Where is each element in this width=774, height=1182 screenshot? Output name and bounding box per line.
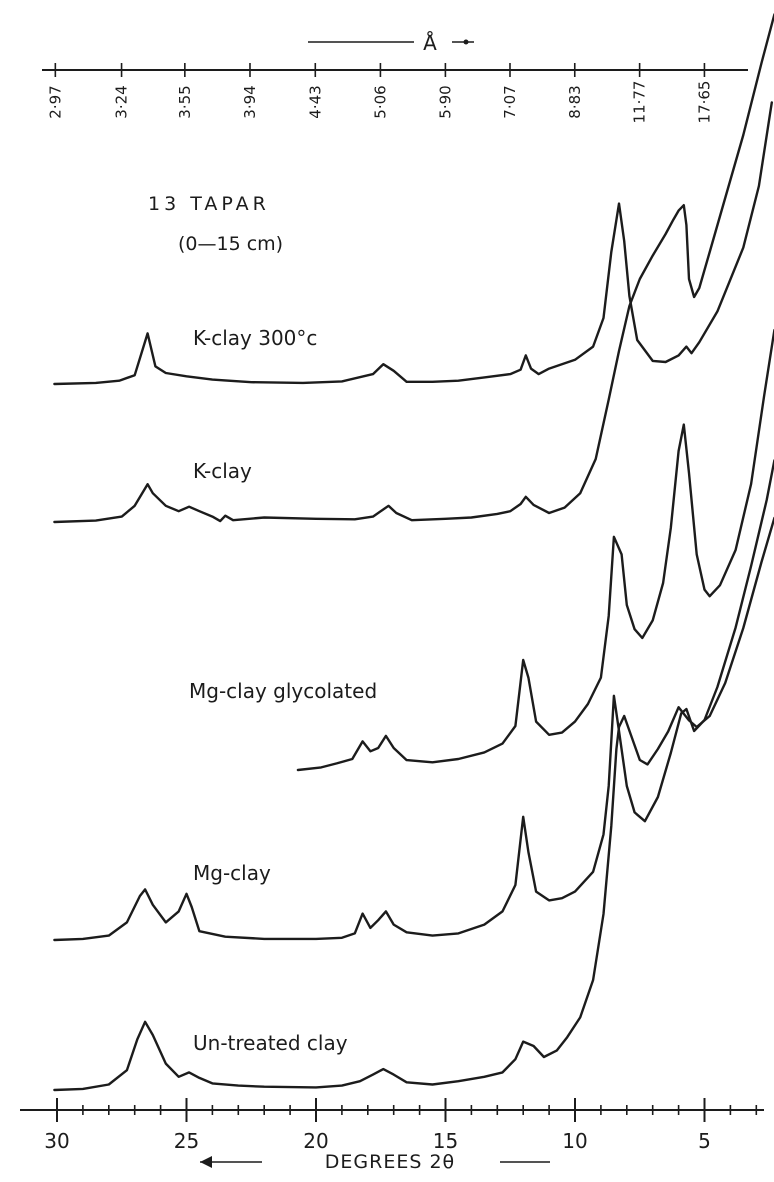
label-mg-clay: Mg-clay — [193, 861, 271, 885]
chart-subtitle: (0—15 cm) — [178, 233, 283, 255]
x-tick-label: 15 — [433, 1129, 458, 1153]
top-tick-label: 5·06 — [371, 85, 389, 118]
x-tick-label: 30 — [44, 1129, 69, 1153]
trace-mg-clay-glycolated — [296, 328, 774, 772]
x-tick-label: 10 — [562, 1129, 587, 1153]
x-tick-label: 20 — [303, 1129, 328, 1153]
label-k-clay: K-clay — [193, 459, 252, 483]
top-axis-label: Å — [423, 31, 437, 55]
trace-k-clay-300-c — [53, 101, 773, 386]
bottom-degrees-axis: 30 25 20 15 10 5 — [20, 1098, 764, 1168]
top-tick-label: 3·55 — [176, 85, 194, 118]
top-tick-label: 11·77 — [631, 81, 649, 124]
x-axis-label: DEGREES 2θ — [325, 1151, 455, 1173]
top-tick-label: 3·24 — [113, 85, 131, 118]
trace-mg-clay — [53, 459, 774, 942]
trace-k-clay — [53, 13, 774, 524]
label-un-treated-clay: Un-treated clay — [193, 1031, 348, 1055]
top-tick-label: 3·94 — [241, 85, 259, 118]
x-arrowhead-left — [200, 1156, 212, 1168]
series-labels: K-clay 300°c K-clay Mg-clay glycolated Mg-c… — [189, 326, 377, 1055]
label-mg-clay-glycolated: Mg-clay glycolated — [189, 679, 377, 703]
chart-title: 13 TAPAR — [148, 193, 270, 215]
top-arrow-dot — [463, 39, 469, 45]
top-tick-label: 7·07 — [501, 85, 519, 118]
top-tick-label: 5·90 — [436, 85, 454, 118]
diffraction-traces — [53, 13, 774, 1092]
top-tick-label: 17·65 — [695, 81, 713, 124]
top-tick-label: 8·83 — [566, 85, 584, 118]
top-angstrom-axis: 2·97 3·24 3·55 3·94 4·43 5·06 5·90 7·07 8·83 11·7… — [42, 31, 748, 123]
trace-un-treated-clay — [53, 516, 774, 1092]
top-tick-label: 4·43 — [306, 85, 324, 118]
top-tick-label: 2·97 — [46, 85, 64, 118]
label-k-clay-300-c: K-clay 300°c — [193, 326, 317, 350]
x-tick-label: 25 — [174, 1129, 199, 1153]
x-tick-label: 5 — [698, 1129, 711, 1153]
